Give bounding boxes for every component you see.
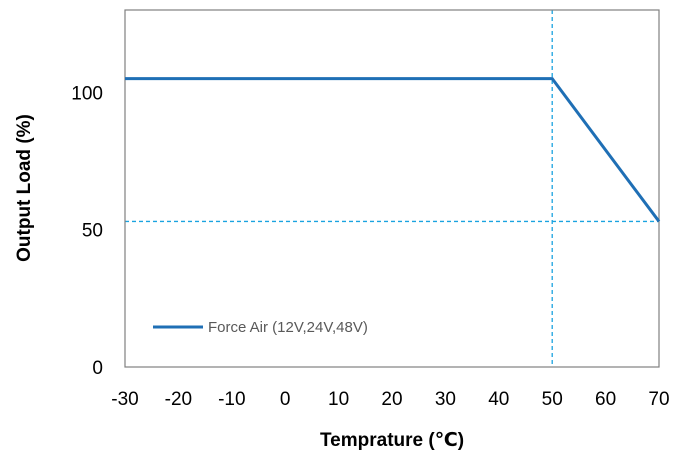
series-line: [125, 77, 661, 223]
y-tick-labels: 0 50 100: [71, 83, 103, 379]
y-tick-label: 0: [92, 358, 103, 379]
x-tick-label: 40: [488, 389, 509, 410]
x-tick-label: -30: [111, 389, 138, 410]
legend-label: Force Air (12V,24V,48V): [208, 319, 368, 336]
y-axis-label: Output Load (%): [14, 114, 35, 262]
x-tick-label: 0: [280, 389, 291, 410]
x-tick-label: 60: [595, 389, 616, 410]
x-tick-label: 70: [648, 389, 669, 410]
x-tick-label: -10: [218, 389, 245, 410]
x-tick-label: 30: [435, 389, 456, 410]
reference-lines: [125, 10, 659, 367]
y-tick-label: 100: [71, 83, 103, 104]
x-tick-label: -20: [165, 389, 192, 410]
x-tick-label: 10: [328, 389, 349, 410]
series-lines: [125, 77, 661, 223]
y-tick-label: 50: [82, 221, 103, 242]
x-tick-labels: -30 -20 -10 0 10 20 30 40 50 60 70: [111, 389, 669, 410]
x-tick-label: 20: [381, 389, 402, 410]
plot-area: [124, 9, 660, 368]
x-axis-label: Temprature (℃): [320, 430, 464, 451]
legend: Force Air (12V,24V,48V): [153, 319, 368, 336]
x-tick-label: 50: [542, 389, 563, 410]
